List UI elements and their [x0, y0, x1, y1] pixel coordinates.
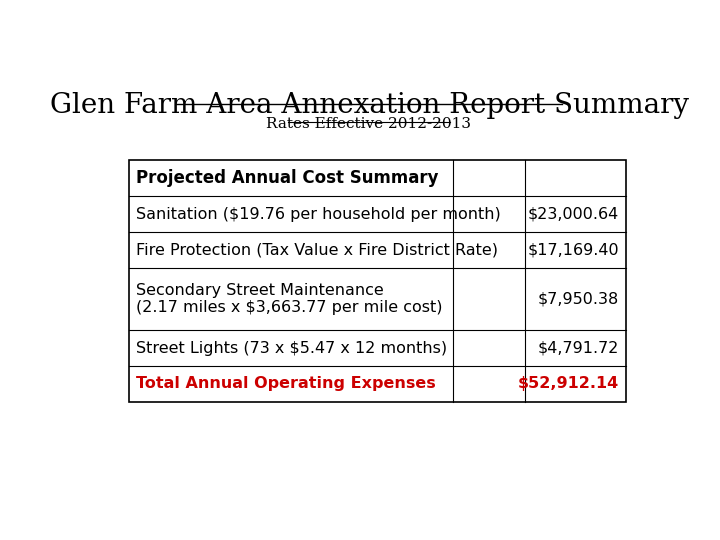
- Text: $7,950.38: $7,950.38: [538, 292, 619, 306]
- Text: Projected Annual Cost Summary: Projected Annual Cost Summary: [136, 170, 438, 187]
- Text: $23,000.64: $23,000.64: [528, 206, 619, 221]
- Text: $52,912.14: $52,912.14: [518, 376, 619, 392]
- Text: Secondary Street Maintenance
(2.17 miles x $3,663.77 per mile cost): Secondary Street Maintenance (2.17 miles…: [136, 282, 442, 315]
- Text: $4,791.72: $4,791.72: [538, 341, 619, 355]
- Text: Total Annual Operating Expenses: Total Annual Operating Expenses: [136, 376, 436, 392]
- Text: Glen Farm Area Annexation Report Summary: Glen Farm Area Annexation Report Summary: [50, 92, 688, 119]
- Text: Sanitation ($19.76 per household per month): Sanitation ($19.76 per household per mon…: [136, 206, 500, 221]
- Text: Fire Protection (Tax Value x Fire District Rate): Fire Protection (Tax Value x Fire Distri…: [136, 242, 498, 257]
- Text: Rates Effective 2012-2013: Rates Effective 2012-2013: [266, 117, 472, 131]
- Text: Street Lights (73 x $5.47 x 12 months): Street Lights (73 x $5.47 x 12 months): [136, 341, 447, 355]
- Text: $17,169.40: $17,169.40: [527, 242, 619, 257]
